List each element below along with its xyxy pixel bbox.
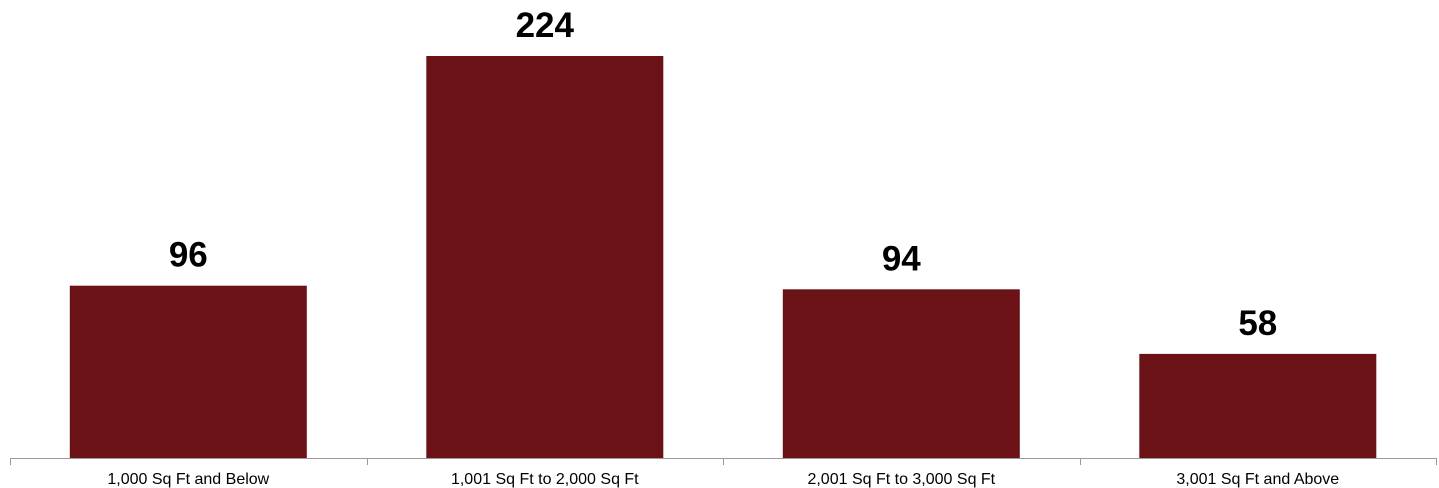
value-labels-layer: 96 224 94 58 — [169, 6, 1277, 343]
bar — [426, 56, 664, 458]
bar — [1139, 353, 1377, 458]
category-label: 2,001 Sq Ft to 3,000 Sq Ft — [807, 471, 995, 488]
category-label: 3,001 Sq Ft and Above — [1176, 471, 1339, 488]
bar-value-label: 94 — [882, 239, 921, 278]
x-axis-ticks — [10, 458, 1437, 465]
bar-value-label: 58 — [1238, 304, 1277, 343]
category-labels: 1,000 Sq Ft and Below 1,001 Sq Ft to 2,00… — [107, 471, 1339, 488]
bar — [69, 285, 307, 458]
bar-value-label: 224 — [516, 6, 575, 45]
bar — [782, 289, 1020, 458]
category-label: 1,000 Sq Ft and Below — [107, 471, 269, 488]
bars-layer — [69, 56, 1377, 458]
category-label: 1,001 Sq Ft to 2,000 Sq Ft — [451, 471, 639, 488]
bar-value-label: 96 — [169, 236, 208, 275]
